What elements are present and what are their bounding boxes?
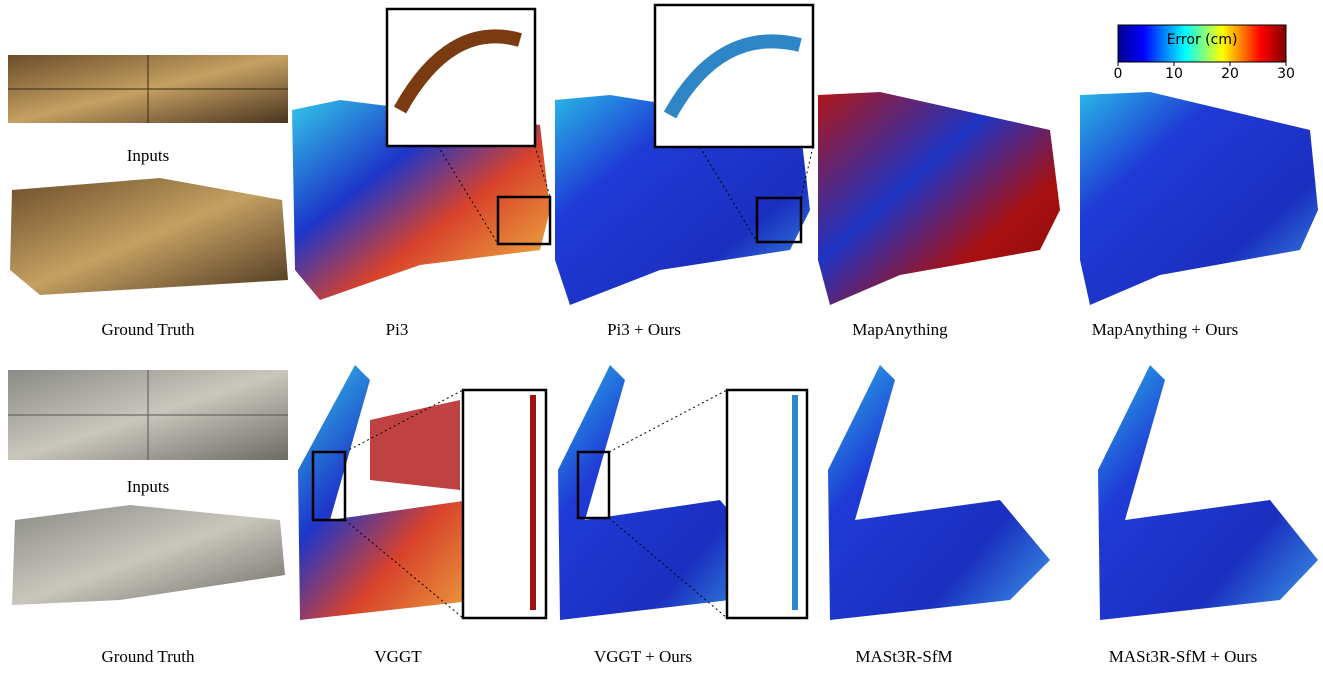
ground-truth-label: Ground Truth	[101, 320, 195, 339]
zoom-box	[387, 9, 535, 146]
method-label: VGGT	[374, 647, 422, 666]
ground-truth-image	[10, 178, 288, 295]
zoom-box	[655, 5, 813, 147]
ground-truth-label: Ground Truth	[101, 647, 195, 666]
method-label: Pi3 + Ours	[607, 320, 681, 339]
method-label: MASt3R-SfM	[855, 647, 952, 666]
ground-truth-image	[12, 505, 285, 605]
colorbar-label: Error (cm)	[1167, 32, 1238, 48]
colorbar-tick-label: 20	[1221, 66, 1239, 82]
method-label: MapAnything + Ours	[1092, 320, 1239, 339]
point-cloud	[818, 92, 1060, 305]
figure: Inputs Ground Truth Pi3 Pi3 + Ours MapAn…	[0, 0, 1323, 671]
inputs-label: Inputs	[127, 146, 170, 165]
inputs-label: Inputs	[127, 477, 170, 496]
point-cloud	[1080, 92, 1318, 305]
method-label: VGGT + Ours	[594, 647, 692, 666]
point-cloud	[1098, 365, 1318, 620]
method-label: MapAnything	[852, 320, 948, 339]
colorbar-tick-label: 10	[1165, 66, 1183, 82]
method-label: MASt3R-SfM + Ours	[1109, 647, 1257, 666]
colorbar-tick-label: 30	[1277, 66, 1295, 82]
point-cloud	[828, 365, 1050, 620]
method-label: Pi3	[386, 320, 409, 339]
point-cloud	[370, 400, 460, 490]
zoom-content	[792, 395, 798, 610]
zoom-connector	[609, 390, 727, 452]
zoom-content	[530, 395, 536, 610]
colorbar-tick-label: 0	[1114, 66, 1123, 82]
